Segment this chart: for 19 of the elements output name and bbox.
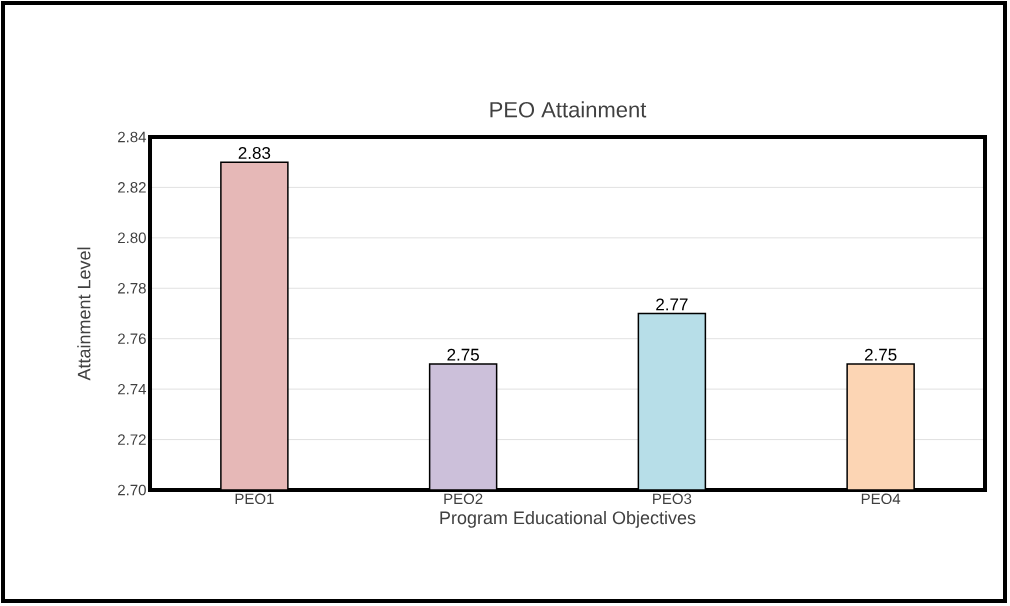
data-label: 2.77 (656, 298, 688, 311)
x-tick-label: PEO2 (444, 493, 483, 505)
x-axis-title: Program Educational Objectives (440, 510, 696, 528)
y-tick-label: 2.70 (118, 484, 146, 496)
y-tick-label: 2.72 (118, 434, 146, 445)
y-tick-label: 2.84 (118, 131, 147, 143)
data-label: 2.83 (238, 146, 271, 159)
x-tick-label: PEO1 (235, 493, 274, 505)
x-tick-label: PEO4 (861, 493, 901, 505)
y-tick-label: 2.76 (118, 333, 146, 344)
data-label: 2.75 (864, 348, 897, 361)
y-tick-label: 2.74 (118, 383, 147, 395)
chart-title: PEO Attainment (490, 101, 647, 118)
y-tick-label: 2.82 (118, 182, 146, 193)
x-tick-label: PEO3 (653, 493, 692, 505)
y-axis-title: Attainment Level (77, 247, 91, 381)
y-tick-label: 2.80 (118, 232, 146, 244)
data-label: 2.75 (447, 348, 479, 361)
y-tick-label: 2.78 (118, 282, 146, 294)
